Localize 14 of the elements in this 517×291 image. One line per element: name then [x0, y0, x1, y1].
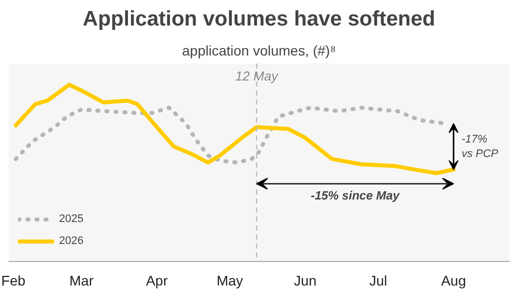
legend-label: 2025 — [59, 213, 84, 225]
chart-subtitle: application volumes, (#)⁸ — [182, 42, 336, 58]
chart-title: Application volumes have softened — [82, 8, 436, 30]
x-tick-label: Feb — [1, 272, 26, 288]
legend-label: 2026 — [59, 235, 84, 247]
x-tick-label: Aug — [441, 272, 466, 288]
x-tick-label: May — [216, 272, 244, 288]
x-tick-label: Jun — [294, 272, 316, 288]
annotation: -17% vs PCP — [462, 133, 499, 160]
x-tick-label: Jul — [369, 272, 388, 288]
x-tick-label: Apr — [146, 272, 168, 288]
annotation: -15% since May — [310, 188, 401, 203]
ref-line-label: 12 May — [235, 68, 280, 84]
x-tick-label: Mar — [69, 272, 94, 288]
